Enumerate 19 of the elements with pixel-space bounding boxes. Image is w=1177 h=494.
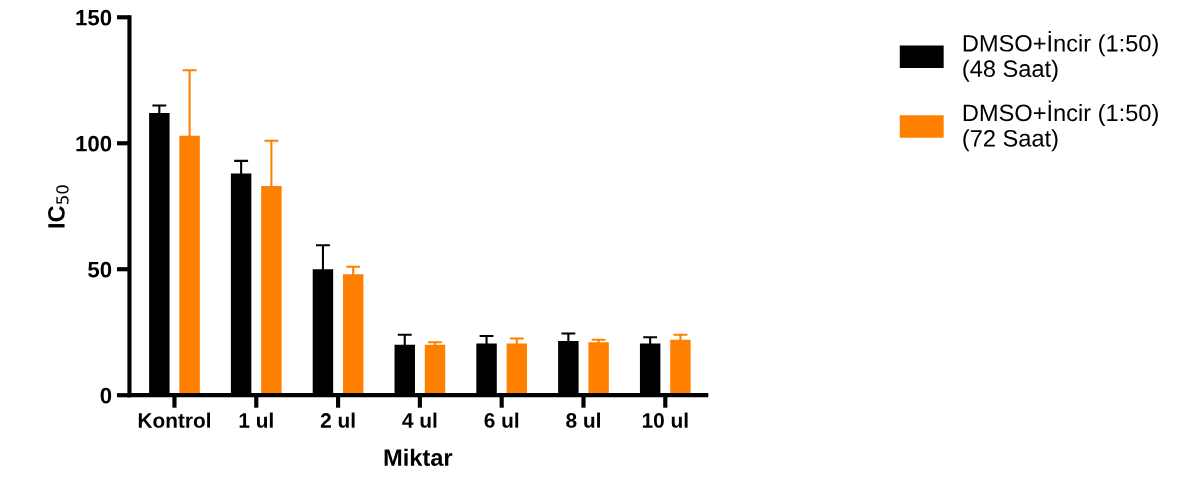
bar (506, 343, 528, 396)
y-tick-label: 100 (76, 135, 112, 152)
legend-label: DMSO+İncir (1:50) (48 Saat) (963, 30, 1158, 82)
x-tick-label: 2 ul (320, 412, 355, 428)
x-tick-label: 1 ul (239, 412, 273, 428)
bar (588, 342, 609, 396)
y-tick-label: 150 (76, 9, 112, 26)
y-tick-label: 0 (100, 387, 112, 404)
x-tick-label: 8 ul (566, 412, 600, 428)
bar (670, 339, 691, 396)
x-tick-label: 10 ul (642, 412, 688, 428)
x-tick-label: 6 ul (484, 412, 519, 428)
y-tick-label: 50 (88, 261, 112, 278)
y-axis-title: IC$_{50}$ (48, 185, 69, 228)
x-tick-label: 4 ul (402, 412, 437, 428)
x-axis-title: Miktar (384, 448, 453, 466)
legend-label: DMSO+İncir (1:50) (72 Saat) (963, 100, 1158, 152)
bar (424, 344, 446, 396)
x-tick-label: Kontrol (138, 412, 211, 428)
